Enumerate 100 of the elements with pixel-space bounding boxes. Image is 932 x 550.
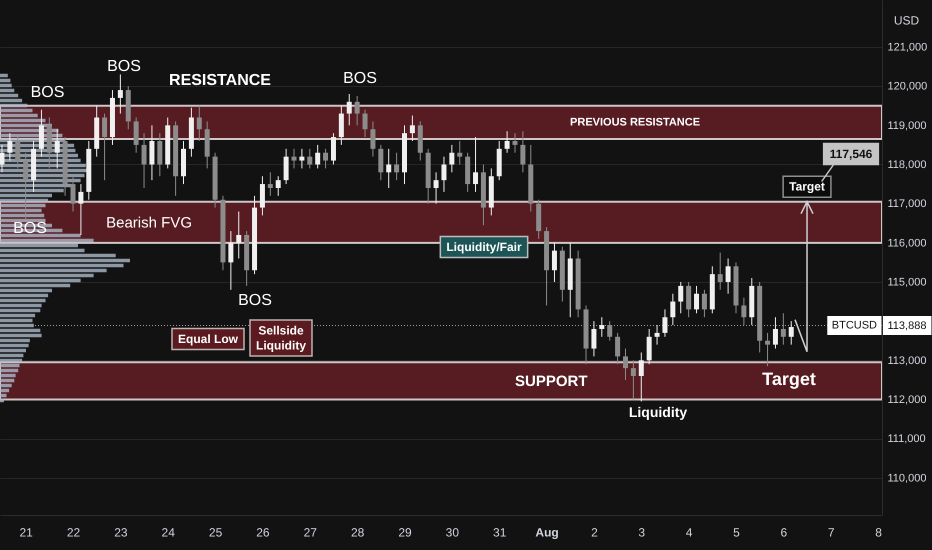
x-tick-label: 8: [875, 526, 882, 540]
bar: [0, 363, 20, 367]
bar: [0, 258, 130, 262]
candlestick: [765, 332, 770, 367]
bar: [0, 293, 48, 297]
x-tick-label: 21: [19, 526, 34, 540]
candlestick: [142, 132, 147, 188]
band-label: Bearish FVG: [106, 214, 192, 232]
candlestick: [788, 320, 794, 346]
x-tick-label: 26: [256, 526, 270, 540]
candlestick: [370, 120, 376, 158]
candlestick: [718, 252, 723, 290]
bar: [0, 398, 4, 402]
candlestick: [662, 308, 668, 338]
y-tick-label: 110,000: [888, 472, 926, 484]
candlestick: [630, 360, 636, 400]
candlestick: [441, 156, 446, 192]
candlestick: [552, 242, 557, 282]
candlestick: [315, 144, 320, 169]
candlestick: [741, 297, 746, 326]
annotation: BOS: [238, 292, 272, 309]
candlestick: [434, 172, 439, 204]
y-tick-label: 118,000: [888, 158, 926, 171]
bar: [0, 78, 10, 82]
x-tick-label: 29: [398, 526, 412, 540]
x-tick-label: 22: [66, 526, 80, 540]
bar: [0, 353, 24, 357]
x-tick-label: 4: [686, 526, 693, 540]
bar: [0, 73, 8, 77]
candlestick: [7, 132, 12, 162]
candlestick: [228, 230, 234, 290]
bar: [0, 323, 34, 327]
bar: [0, 98, 22, 102]
bar: [0, 333, 42, 337]
x-tick-label: 5: [733, 526, 740, 540]
x-tick-label: 3: [638, 526, 646, 540]
bar: [0, 198, 48, 202]
bar: [0, 118, 46, 122]
candlestick: [780, 312, 786, 346]
candlestick: [196, 105, 202, 142]
candlestick: [512, 132, 518, 154]
candlestick: [149, 124, 154, 181]
annotation: Target: [789, 180, 825, 194]
y-axis-title: USD: [894, 14, 920, 28]
y-tick-label: 119,000: [888, 120, 926, 132]
candlestick: [591, 320, 596, 357]
bar: [0, 88, 14, 92]
annotation: 117,546: [830, 147, 873, 161]
y-tick-label: 120,000: [888, 80, 928, 93]
y-tick-label: 111,000: [888, 433, 926, 446]
candlestick: [284, 148, 289, 185]
y-tick-label: 113,000: [888, 354, 926, 367]
candlestick: [38, 109, 44, 158]
bar: [0, 253, 116, 257]
candlestick: [23, 152, 28, 220]
bar: [0, 378, 14, 382]
bar: [0, 328, 40, 332]
candlestick: [330, 132, 336, 165]
bar: [0, 113, 38, 117]
bar: [0, 93, 18, 97]
bar: [0, 103, 28, 107]
bar: [0, 108, 32, 112]
candlestick: [686, 281, 692, 318]
candlestick: [236, 210, 242, 259]
candlestick: [276, 176, 281, 196]
candlestick: [386, 148, 392, 188]
band-label: SUPPORT: [514, 372, 588, 390]
candlestick: [260, 176, 265, 216]
x-tick-label: 31: [493, 526, 507, 540]
x-tick-label: 23: [114, 526, 128, 540]
annotation: BOS: [30, 84, 64, 101]
candlestick: [292, 148, 296, 169]
candlestick: [323, 148, 328, 169]
candlestick: [378, 144, 384, 181]
candlestick: [394, 152, 400, 181]
candlestick: [354, 95, 360, 126]
y-tick-label: 117,000: [888, 198, 926, 210]
annotation: BOS: [343, 70, 377, 87]
candlestick: [157, 132, 162, 177]
annotation: Liquidity/Fair: [446, 240, 522, 254]
ref-line-label: BTCUSD: [832, 320, 878, 332]
candlestick: [362, 109, 368, 138]
bar: [0, 343, 29, 347]
candlestick: [622, 348, 628, 380]
candlestick: [118, 74, 123, 114]
bar: [0, 208, 42, 212]
bar: [0, 213, 44, 217]
candlestick: [607, 320, 612, 342]
candlestick: [268, 172, 273, 196]
bar: [0, 203, 46, 207]
candlestick: [599, 316, 604, 338]
annotation: Target: [762, 369, 816, 389]
x-tick-label: 25: [208, 526, 223, 540]
annotation: Liquidity: [628, 404, 688, 420]
annotation: Sellside Liquidity: [256, 324, 306, 352]
candlestick: [15, 136, 20, 169]
candlestick: [70, 176, 76, 212]
x-tick-label: 6: [780, 526, 788, 540]
candlestick: [654, 324, 660, 346]
bar: [0, 393, 6, 397]
